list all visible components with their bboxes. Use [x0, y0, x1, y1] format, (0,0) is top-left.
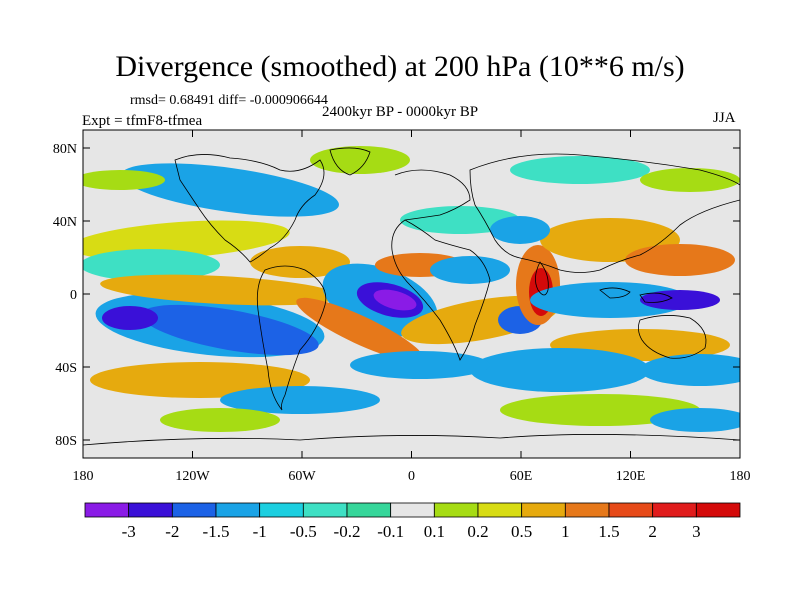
longitude-axis: 180 120W 60W 0 60E 120E 180	[73, 130, 751, 484]
colorbar-swatch	[433, 502, 479, 518]
lat-label: 40S	[55, 361, 77, 376]
colorbar-label: -0.5	[290, 522, 317, 541]
colorbar-swatch	[171, 502, 217, 518]
colorbar-labels: -3 -2 -1.5 -1 -0.5 -0.2 -0.1 0.1 0.2 0.5 1 1.5 2 3	[122, 522, 701, 541]
map-title: Divergence (smoothed) at 200 hPa (10**6 …	[115, 50, 685, 83]
lon-label: 180	[73, 469, 94, 484]
colorbar-label: -0.1	[377, 522, 404, 541]
lon-label: 180	[730, 469, 751, 484]
colorbar	[84, 502, 741, 518]
lat-label: 80N	[53, 142, 77, 157]
lon-label: 60E	[510, 469, 533, 484]
colorbar-label: 2	[648, 522, 657, 541]
colorbar-swatch	[477, 502, 523, 518]
colorbar-swatch	[564, 502, 610, 518]
colorbar-label: -0.2	[334, 522, 361, 541]
coastlines	[83, 147, 740, 446]
colorbar-swatch	[346, 502, 392, 518]
colorbar-swatch	[259, 502, 304, 518]
colorbar-swatch	[608, 502, 654, 518]
lon-label: 120E	[616, 469, 646, 484]
colorbar-swatch	[84, 502, 130, 518]
colorbar-label: 0.5	[511, 522, 532, 541]
colorbar-swatch	[695, 502, 741, 518]
colorbar-label: -1.5	[203, 522, 230, 541]
latitude-axis: 80N 40N 0 40S 80S	[53, 142, 740, 449]
lon-label: 0	[408, 469, 415, 484]
colorbar-label: -3	[122, 522, 136, 541]
colorbar-label: 0.1	[424, 522, 445, 541]
colorbar-swatch	[128, 502, 173, 518]
colorbar-label: 1.5	[598, 522, 619, 541]
lat-label: 0	[70, 288, 77, 303]
colorbar-swatch	[302, 502, 348, 518]
colorbar-label: 1	[561, 522, 570, 541]
anomaly-field	[83, 146, 740, 432]
lat-label: 40N	[53, 215, 77, 230]
colorbar-swatch	[215, 502, 261, 518]
colorbar-swatch	[652, 502, 697, 518]
lon-label: 120W	[175, 469, 210, 484]
season-label: JJA	[713, 110, 736, 126]
lat-label: 80S	[55, 434, 77, 449]
colorbar-swatch	[390, 502, 435, 518]
time-period-label: 2400kyr BP - 0000kyr BP	[322, 104, 479, 120]
anomaly-bands	[83, 146, 740, 432]
colorbar-label: 3	[692, 522, 701, 541]
colorbar-label: -2	[165, 522, 179, 541]
colorbar-label: -1	[253, 522, 267, 541]
lon-label: 60W	[288, 469, 316, 484]
colorbar-label: 0.2	[467, 522, 488, 541]
rmsd-diff-stats: rmsd= 0.68491 diff= -0.000906644	[130, 93, 328, 108]
colorbar-swatch	[521, 502, 566, 518]
experiment-label: Expt = tfmF8-tfmea	[82, 113, 203, 129]
